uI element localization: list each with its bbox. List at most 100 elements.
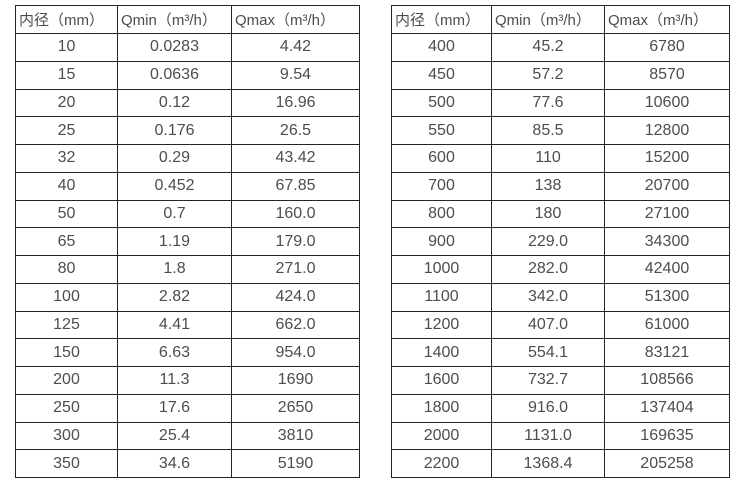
- column-header-qmax: Qmax（m³/h）: [604, 5, 730, 34]
- table-row: 300 25.4 3810: [15, 421, 360, 451]
- table-cell: 10600: [604, 88, 730, 118]
- flow-spec-table-right: 内径（mm） Qmin（m³/h） Qmax（m³/h） 400 45.2 6780…: [391, 5, 730, 478]
- table-cell: 1400: [391, 338, 492, 367]
- table-cell: 1131.0: [491, 421, 605, 451]
- table-cell: 407.0: [491, 310, 605, 340]
- flow-spec-table-left: 内径（mm） Qmin（m³/h） Qmax（m³/h） 10 0.0283 4.4…: [15, 5, 360, 478]
- table-cell: 300: [15, 421, 118, 451]
- column-header-qmin: Qmin（m³/h）: [491, 5, 605, 34]
- table-cell: 8570: [604, 60, 730, 90]
- table-cell: 179.0: [231, 227, 360, 256]
- table-row: 1000 282.0 42400: [391, 255, 730, 284]
- table-row: 125 4.41 662.0: [15, 310, 360, 340]
- table-row: 80 1.8 271.0: [15, 255, 360, 284]
- table-cell: 26.5: [231, 116, 360, 145]
- table-row: 1100 342.0 51300: [391, 282, 730, 312]
- table-cell: 550: [391, 116, 492, 145]
- table-cell: 20700: [604, 171, 730, 201]
- table-cell: 500: [391, 88, 492, 118]
- table-row: 600 110 15200: [391, 144, 730, 173]
- table-row: 1600 732.7 108566: [391, 366, 730, 395]
- column-header-qmax: Qmax（m³/h）: [231, 5, 360, 34]
- table-cell: 61000: [604, 310, 730, 340]
- table-cell: 51300: [604, 282, 730, 312]
- table-row: 1800 916.0 137404: [391, 393, 730, 423]
- table-cell: 250: [15, 393, 118, 423]
- table-cell: 1.8: [117, 255, 232, 284]
- table-row: 65 1.19 179.0: [15, 227, 360, 256]
- table-cell: 108566: [604, 366, 730, 395]
- table-cell: 5190: [231, 449, 360, 478]
- table-cell: 2000: [391, 421, 492, 451]
- table-cell: 0.29: [117, 144, 232, 173]
- table-row: 250 17.6 2650: [15, 393, 360, 423]
- table-cell: 1200: [391, 310, 492, 340]
- table-cell: 350: [15, 449, 118, 478]
- table-row: 1400 554.1 83121: [391, 338, 730, 367]
- table-cell: 32: [15, 144, 118, 173]
- table-cell: 0.0636: [117, 60, 232, 90]
- table-cell: 15: [15, 60, 118, 90]
- table-cell: 700: [391, 171, 492, 201]
- table-cell: 916.0: [491, 393, 605, 423]
- table-cell: 1.19: [117, 227, 232, 256]
- table-cell: 83121: [604, 338, 730, 367]
- table-row: 550 85.5 12800: [391, 116, 730, 145]
- table-header-row: 内径（mm） Qmin（m³/h） Qmax（m³/h）: [15, 5, 360, 34]
- table-cell: 16.96: [231, 88, 360, 118]
- table-cell: 17.6: [117, 393, 232, 423]
- table-cell: 34300: [604, 227, 730, 256]
- table-cell: 169635: [604, 421, 730, 451]
- table-cell: 1690: [231, 366, 360, 395]
- table-cell: 1100: [391, 282, 492, 312]
- table-row: 32 0.29 43.42: [15, 144, 360, 173]
- table-row: 100 2.82 424.0: [15, 282, 360, 312]
- table-cell: 282.0: [491, 255, 605, 284]
- table-cell: 15200: [604, 144, 730, 173]
- table-cell: 6780: [604, 33, 730, 62]
- table-cell: 180: [491, 199, 605, 229]
- table-cell: 80: [15, 255, 118, 284]
- table-cell: 450: [391, 60, 492, 90]
- table-row: 350 34.6 5190: [15, 449, 360, 478]
- table-cell: 271.0: [231, 255, 360, 284]
- table-cell: 0.12: [117, 88, 232, 118]
- table-row: 2200 1368.4 205258: [391, 449, 730, 478]
- table-row: 800 180 27100: [391, 199, 730, 229]
- column-header-qmin: Qmin（m³/h）: [117, 5, 232, 34]
- table-cell: 25: [15, 116, 118, 145]
- table-row: 150 6.63 954.0: [15, 338, 360, 367]
- table-cell: 200: [15, 366, 118, 395]
- table-cell: 1000: [391, 255, 492, 284]
- table-cell: 43.42: [231, 144, 360, 173]
- table-cell: 10: [15, 33, 118, 62]
- table-cell: 424.0: [231, 282, 360, 312]
- table-cell: 4.41: [117, 310, 232, 340]
- table-row: 40 0.452 67.85: [15, 171, 360, 201]
- table-cell: 12800: [604, 116, 730, 145]
- table-cell: 2200: [391, 449, 492, 478]
- table-cell: 57.2: [491, 60, 605, 90]
- table-cell: 205258: [604, 449, 730, 478]
- table-body: 400 45.2 6780 450 57.2 8570 500 77.6 10600 550 85.…: [391, 33, 730, 478]
- table-cell: 554.1: [491, 338, 605, 367]
- table-cell: 0.176: [117, 116, 232, 145]
- table-cell: 0.452: [117, 171, 232, 201]
- table-cell: 110: [491, 144, 605, 173]
- table-row: 10 0.0283 4.42: [15, 33, 360, 62]
- table-cell: 34.6: [117, 449, 232, 478]
- table-row: 2000 1131.0 169635: [391, 421, 730, 451]
- table-cell: 954.0: [231, 338, 360, 367]
- table-cell: 400: [391, 33, 492, 62]
- table-header-row: 内径（mm） Qmin（m³/h） Qmax（m³/h）: [391, 5, 730, 34]
- table-row: 15 0.0636 9.54: [15, 60, 360, 90]
- table-cell: 0.7: [117, 199, 232, 229]
- table-row: 1200 407.0 61000: [391, 310, 730, 340]
- table-cell: 42400: [604, 255, 730, 284]
- table-row: 200 11.3 1690: [15, 366, 360, 395]
- table-cell: 0.0283: [117, 33, 232, 62]
- table-cell: 85.5: [491, 116, 605, 145]
- table-cell: 900: [391, 227, 492, 256]
- table-cell: 138: [491, 171, 605, 201]
- table-cell: 67.85: [231, 171, 360, 201]
